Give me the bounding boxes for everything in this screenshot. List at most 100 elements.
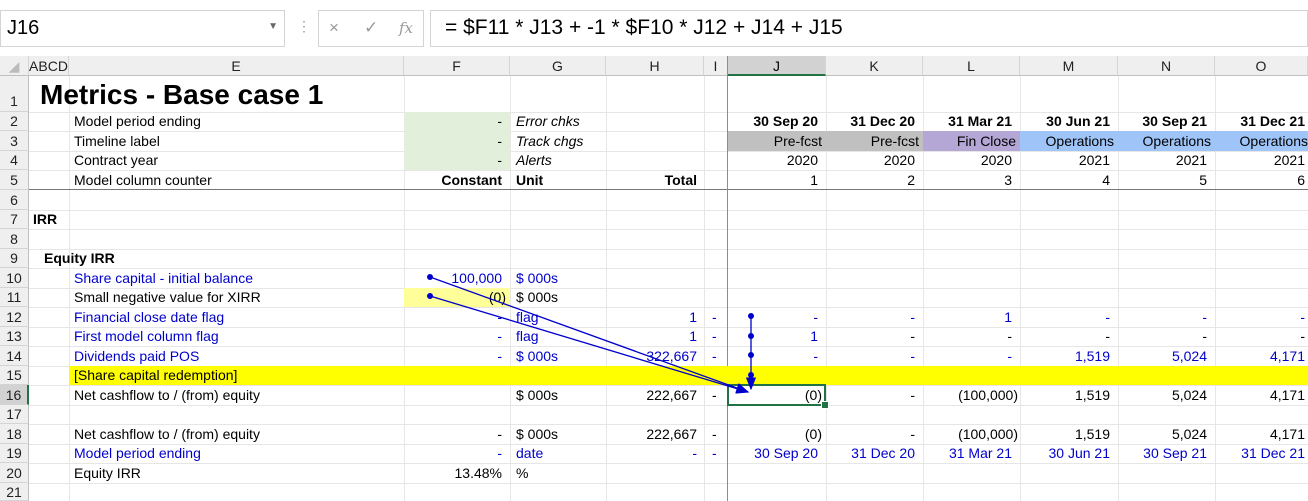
h12-total[interactable]: 1 [689, 309, 697, 325]
f18-value[interactable]: - [497, 426, 502, 442]
o5-counter[interactable]: 6 [1297, 172, 1305, 188]
n5-counter[interactable]: 5 [1199, 172, 1207, 188]
m13-value[interactable]: - [1105, 328, 1110, 344]
f2-value[interactable]: - [497, 113, 502, 129]
k2-date[interactable]: 31 Dec 20 [850, 113, 915, 129]
row-header-8[interactable]: 8 [0, 229, 29, 249]
n18-value[interactable]: 5,024 [1171, 426, 1207, 442]
col-header-k[interactable]: K [826, 56, 923, 76]
o14-value[interactable]: 4,171 [1269, 348, 1305, 364]
i18-value[interactable]: - [712, 426, 717, 442]
n13-value[interactable]: - [1202, 328, 1207, 344]
k12-value[interactable]: - [910, 309, 915, 325]
f14-value[interactable]: - [497, 348, 502, 364]
o2-date[interactable]: 31 Dec 21 [1240, 113, 1305, 129]
j5-counter[interactable]: 1 [810, 172, 818, 188]
m18-value[interactable]: 1,519 [1074, 426, 1110, 442]
row-header-15[interactable]: 15 [0, 366, 29, 385]
f4-value[interactable]: - [497, 152, 502, 168]
n4-year[interactable]: 2021 [1175, 152, 1207, 168]
m19-value[interactable]: 30 Jun 21 [1048, 445, 1111, 461]
row-header-17[interactable]: 17 [0, 405, 29, 424]
j14-value[interactable]: - [813, 348, 818, 364]
row-header-5[interactable]: 5 [0, 170, 29, 190]
l4-year[interactable]: 2020 [980, 152, 1012, 168]
i13-value[interactable]: - [712, 328, 717, 344]
col-header-l[interactable]: L [923, 56, 1020, 76]
o19-value[interactable]: 31 Dec 21 [1241, 445, 1305, 461]
row-header-16[interactable]: 16 [0, 385, 29, 405]
row-header-14[interactable]: 14 [0, 346, 29, 366]
row-header-3[interactable]: 3 [0, 131, 29, 151]
n2-date[interactable]: 30 Sep 21 [1142, 113, 1207, 129]
l13-value[interactable]: - [1007, 328, 1012, 344]
k14-value[interactable]: - [910, 348, 915, 364]
col-header-h[interactable]: H [606, 56, 704, 76]
j18-value[interactable]: (0) [804, 426, 822, 442]
chevron-down-icon[interactable]: ▼ [268, 21, 278, 32]
o16-value[interactable]: 4,171 [1269, 387, 1305, 403]
col-header-g[interactable]: G [510, 56, 606, 76]
col-header-n[interactable]: N [1118, 56, 1215, 76]
h13-total[interactable]: 1 [689, 328, 697, 344]
k13-value[interactable]: - [910, 328, 915, 344]
k18-value[interactable]: - [910, 426, 915, 442]
m16-value[interactable]: 1,519 [1074, 387, 1110, 403]
row-header-19[interactable]: 19 [0, 444, 29, 463]
name-box[interactable]: J16 ▼ [0, 10, 285, 47]
n12-value[interactable]: - [1202, 309, 1207, 325]
l14-value[interactable]: - [1007, 348, 1012, 364]
f11-small-negative[interactable]: (0) [488, 289, 506, 305]
l12-value[interactable]: 1 [1004, 309, 1012, 325]
row-header-9[interactable]: 9 [0, 249, 29, 268]
j3-phase[interactable]: Pre-fcst [773, 133, 822, 149]
i16-value[interactable]: - [712, 387, 717, 403]
row-header-4[interactable]: 4 [0, 151, 29, 170]
row-header-18[interactable]: 18 [0, 424, 29, 444]
m5-counter[interactable]: 4 [1102, 172, 1110, 188]
f10-share-capital[interactable]: 100,000 [451, 270, 502, 286]
j2-date[interactable]: 30 Sep 20 [753, 113, 818, 129]
o12-value[interactable]: - [1300, 309, 1305, 325]
row-header-7[interactable]: 7 [0, 210, 29, 229]
n19-value[interactable]: 30 Sep 21 [1143, 445, 1207, 461]
k19-value[interactable]: 31 Dec 20 [851, 445, 915, 461]
row-header-10[interactable]: 10 [0, 268, 29, 288]
j19-value[interactable]: 30 Sep 20 [754, 445, 818, 461]
i12-value[interactable]: - [712, 309, 717, 325]
m4-year[interactable]: 2021 [1078, 152, 1110, 168]
m3-phase[interactable]: Operations [1045, 133, 1114, 149]
f19-value[interactable]: - [497, 445, 502, 461]
f3-value[interactable]: - [497, 133, 502, 149]
l2-date[interactable]: 31 Mar 21 [948, 113, 1012, 129]
m2-date[interactable]: 30 Jun 21 [1046, 113, 1110, 129]
f20-equity-irr[interactable]: 13.48% [454, 465, 502, 481]
f13-value[interactable]: - [497, 328, 502, 344]
l3-phase[interactable]: Fin Close [956, 133, 1016, 149]
m12-value[interactable]: - [1105, 309, 1110, 325]
j13-value[interactable]: 1 [810, 328, 818, 344]
n3-phase[interactable]: Operations [1142, 133, 1211, 149]
i19-value[interactable]: - [712, 445, 717, 461]
j4-year[interactable]: 2020 [786, 152, 818, 168]
col-header-e[interactable]: E [69, 56, 404, 76]
row-header-12[interactable]: 12 [0, 307, 29, 327]
row-header-11[interactable]: 11 [0, 288, 29, 307]
k3-phase[interactable]: Pre-fcst [870, 133, 919, 149]
more-options-icon[interactable]: ⋮ [297, 18, 311, 34]
l18-value[interactable]: (100,000) [958, 426, 1018, 442]
o3-phase[interactable]: Operations [1239, 133, 1308, 149]
k16-value[interactable]: - [910, 387, 915, 403]
formula-input[interactable]: = $F11 * J13 + -1 * $F10 * J12 + J14 + J… [430, 10, 1308, 47]
h19-total[interactable]: - [692, 445, 697, 461]
cancel-icon[interactable]: × [329, 18, 339, 37]
row-header-13[interactable]: 13 [0, 327, 29, 346]
h18-total[interactable]: 222,667 [646, 426, 697, 442]
i14-value[interactable]: - [712, 348, 717, 364]
h16-total[interactable]: 222,667 [646, 387, 697, 403]
row-header-1[interactable]: 1 [0, 76, 29, 112]
l16-value[interactable]: (100,000) [958, 387, 1018, 403]
l5-counter[interactable]: 3 [1004, 172, 1012, 188]
j16-value[interactable]: (0) [804, 387, 822, 403]
selected-cell-j16[interactable] [727, 384, 826, 406]
